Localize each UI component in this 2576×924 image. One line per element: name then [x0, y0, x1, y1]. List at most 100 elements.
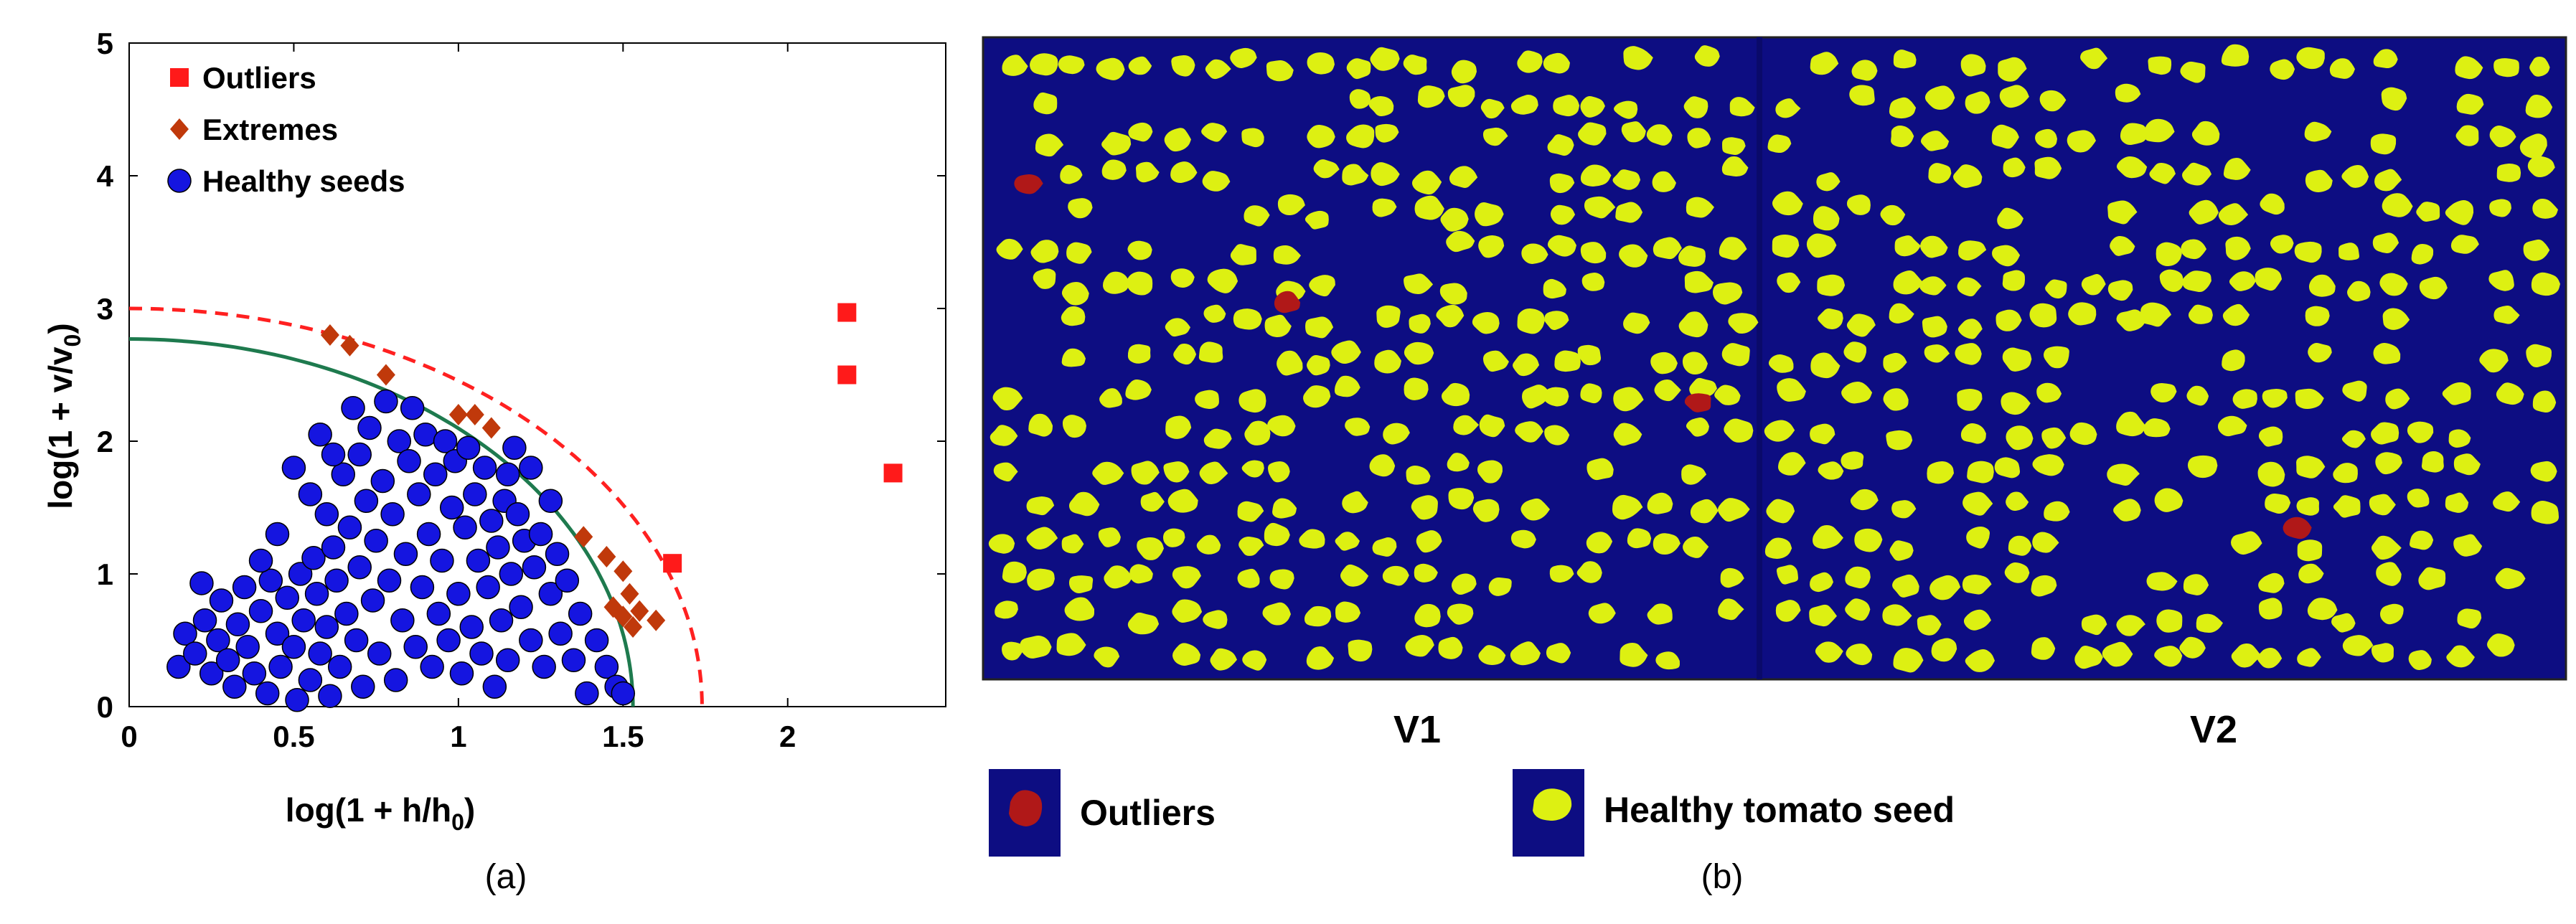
healthy-seed-point: [183, 641, 207, 666]
healthy-seed: [2493, 306, 2520, 324]
healthy-seed: [1368, 96, 1394, 117]
healthy-seed: [1406, 465, 1431, 485]
healthy-seed: [1267, 415, 1296, 437]
healthy-seed: [1764, 537, 1792, 559]
healthy-seed: [2156, 609, 2183, 633]
healthy-seed: [2487, 633, 2515, 657]
healthy-seed-point: [436, 628, 461, 653]
healthy-seed: [1369, 454, 1396, 477]
healthy-seed: [2102, 641, 2133, 667]
healthy-seed: [1205, 59, 1231, 80]
healthy-seed: [2370, 133, 2397, 155]
outlier-seed: [1274, 291, 1301, 314]
healthy-seed: [2453, 534, 2483, 557]
healthy-seed: [1712, 282, 1743, 305]
healthy-seed: [2029, 303, 2057, 328]
healthy-seed: [2341, 164, 2369, 188]
healthy-seed: [2376, 562, 2402, 586]
healthy-seed: [1767, 134, 1792, 154]
healthy-seed: [2445, 199, 2474, 225]
healthy-seed: [993, 462, 1018, 482]
healthy-seed: [2191, 121, 2220, 146]
healthy-seed: [1678, 245, 1706, 267]
healthy-seed-point: [318, 684, 342, 708]
scatter-points: [166, 303, 903, 712]
healthy-seed: [2381, 87, 2407, 111]
healthy-seed-point: [509, 595, 533, 619]
healthy-seed-point: [390, 608, 415, 633]
healthy-seed-point: [403, 635, 428, 659]
healthy-seed: [1580, 96, 1605, 118]
healthy-seed: [2144, 118, 2175, 143]
healthy-seed: [1440, 207, 1469, 232]
healthy-seed: [1203, 304, 1226, 323]
healthy-seed: [1478, 235, 1505, 258]
healthy-seed: [2373, 49, 2398, 69]
healthy-seed: [2532, 390, 2557, 413]
healthy-seed-point: [519, 628, 543, 653]
healthy-seed: [1615, 202, 1643, 223]
panel-label-a: (a): [485, 858, 527, 896]
healthy-seed: [1331, 340, 1361, 364]
healthy-seed: [1371, 162, 1400, 187]
healthy-seed: [1127, 240, 1152, 260]
healthy-seed-point: [545, 542, 570, 566]
healthy-seed: [1809, 604, 1837, 627]
healthy-seed: [2296, 47, 2325, 70]
healthy-seed: [1237, 568, 1260, 588]
healthy-seed: [1096, 57, 1125, 80]
healthy-seed: [2442, 382, 2471, 405]
healthy-seed: [1165, 415, 1192, 439]
healthy-seed: [2002, 347, 2032, 372]
healthy-seed: [1931, 638, 1957, 662]
healthy-seed: [1517, 308, 1545, 334]
healthy-seed-point: [281, 456, 306, 480]
healthy-seed: [1810, 572, 1833, 593]
healthy-seed-point: [232, 575, 257, 600]
healthy-seed-point: [341, 396, 365, 420]
healthy-seed: [1996, 309, 2022, 331]
healthy-seed: [1584, 196, 1616, 219]
healthy-seed: [1411, 495, 1438, 520]
healthy-seed: [1962, 491, 1993, 516]
outlier-swatch-seed: [1009, 790, 1043, 826]
healthy-seed: [2308, 274, 2336, 297]
healthy-seed: [1030, 53, 1058, 76]
healthy-seed: [2034, 156, 2062, 179]
healthy-seed-point: [291, 608, 316, 633]
outlier-point: [883, 463, 903, 483]
healthy-seed: [2419, 276, 2448, 300]
healthy-seed: [1843, 341, 1867, 363]
healthy-seed: [1244, 420, 1271, 446]
healthy-seed: [1513, 353, 1540, 377]
healthy-seed: [1543, 278, 1566, 299]
x-tick-label: 0: [121, 720, 137, 753]
healthy-seed-point: [555, 568, 580, 593]
healthy-seed: [1244, 205, 1270, 227]
healthy-seed: [2222, 349, 2245, 372]
healthy-seed: [2493, 58, 2519, 77]
healthy-seed-point: [568, 601, 593, 626]
healthy-seed-point: [255, 681, 280, 706]
x-tick-label: 0.5: [273, 720, 314, 753]
healthy-seed: [1546, 643, 1571, 664]
healthy-seed: [1917, 615, 1942, 636]
healthy-seed: [1165, 318, 1190, 337]
healthy-seed: [2223, 158, 2251, 180]
healthy-seed: [1623, 46, 1653, 70]
healthy-seed: [1210, 648, 1237, 671]
healthy-seed-point: [357, 415, 382, 440]
legend-label: Healthy seeds: [202, 164, 405, 198]
healthy-seed: [1104, 565, 1133, 589]
healthy-seed-point: [400, 396, 425, 420]
healthy-seed-point: [575, 681, 599, 706]
healthy-seed: [1061, 306, 1086, 326]
healthy-seed: [1103, 271, 1129, 294]
healthy-seed: [2074, 646, 2103, 669]
healthy-seed: [1614, 100, 1638, 119]
healthy-seed: [2154, 646, 2183, 667]
healthy-seed: [1002, 561, 1027, 583]
healthy-seed: [2116, 309, 2147, 331]
healthy-seed-point: [377, 568, 402, 593]
healthy-seed-point: [347, 442, 372, 467]
